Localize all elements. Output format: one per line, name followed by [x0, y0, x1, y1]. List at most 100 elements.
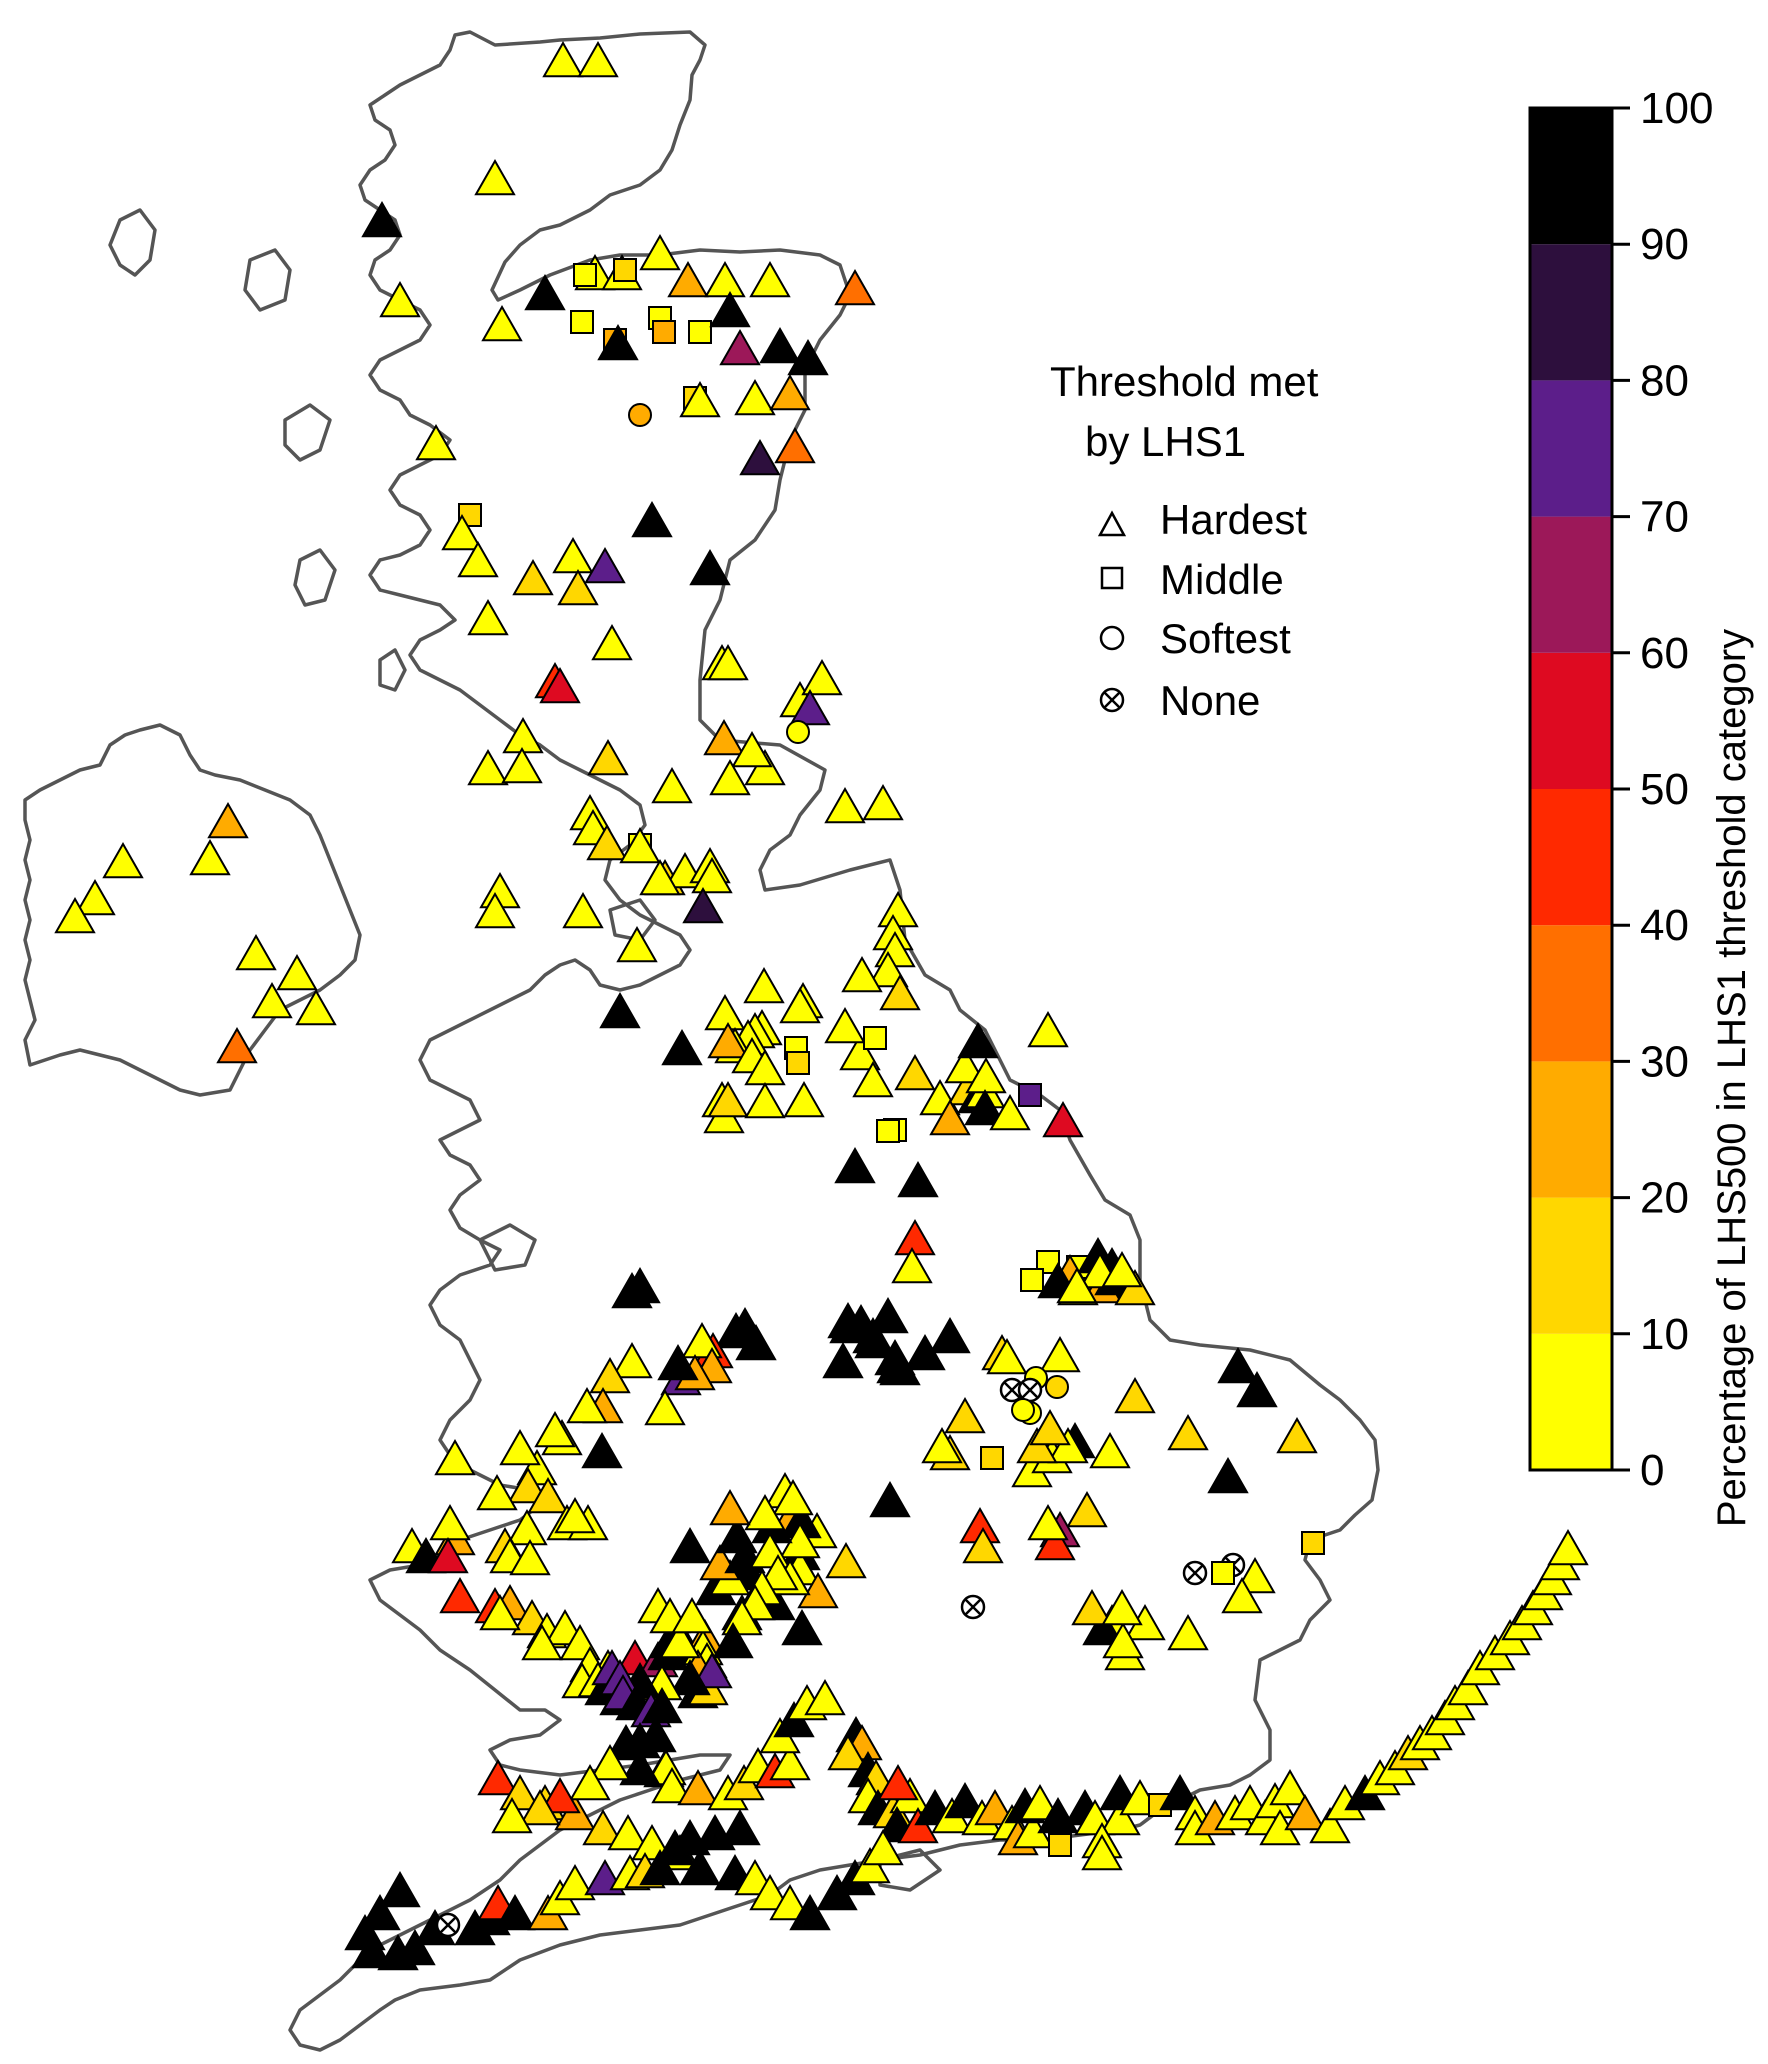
station-triangle-marker [1167, 1613, 1209, 1651]
station-triangle-marker [639, 1848, 681, 1886]
colorbar-bin [1530, 380, 1612, 517]
station-triangle-marker [715, 1311, 757, 1349]
station-triangle-marker [849, 1846, 891, 1884]
station-triangle-marker [691, 856, 733, 894]
station-triangle-marker [904, 1333, 946, 1371]
station-square-marker [980, 1446, 1004, 1470]
station-triangle-marker [379, 1870, 421, 1908]
station-triangle-marker [661, 1028, 703, 1066]
station-triangle-marker [554, 1863, 596, 1901]
station-triangle-marker [641, 1686, 683, 1724]
station-square-marker [573, 263, 597, 287]
colorbar [1528, 106, 1614, 1472]
colorbar-bin [1530, 652, 1612, 789]
station-triangle-marker [781, 1608, 823, 1646]
station-triangle-marker [1099, 1798, 1141, 1836]
station-triangle-marker [707, 1080, 749, 1118]
station-triangle-marker [639, 858, 681, 896]
legend-item-hardest: Hardest [1160, 496, 1307, 543]
station-triangle-marker [434, 1438, 476, 1476]
station-triangle-marker [619, 1748, 661, 1786]
station-triangle-marker [744, 748, 786, 786]
station-triangle-marker [897, 1806, 939, 1844]
station-triangle-marker [569, 1763, 611, 1801]
legend-crossed-circle-icon [1099, 687, 1125, 713]
station-triangle-marker [351, 1931, 393, 1969]
station-triangle-marker [74, 878, 116, 916]
station-triangle-marker [1217, 1346, 1259, 1384]
station-triangle-marker [657, 1343, 699, 1381]
station-triangle-marker [542, 40, 584, 78]
station-triangle-marker [867, 1296, 909, 1334]
station-triangle-marker [554, 1496, 596, 1534]
station-triangle-marker [709, 758, 751, 796]
station-triangle-marker [707, 1021, 749, 1059]
station-triangle-marker [824, 786, 866, 824]
station-triangle-marker [921, 1426, 963, 1464]
colorbar-tick-label: 50 [1640, 765, 1689, 814]
station-triangle-marker [1029, 1408, 1071, 1446]
station-triangle-marker [1447, 1668, 1489, 1706]
station-triangle-marker [557, 568, 599, 606]
colorbar-label: Percentage of LHS500 in LHS1 threshold c… [1710, 629, 1754, 1527]
station-triangle-marker [707, 643, 749, 681]
colorbar-tick-label: 100 [1640, 84, 1713, 133]
station-triangle-marker [1081, 1833, 1123, 1871]
station-square-marker [1301, 1531, 1325, 1555]
station-square-marker [876, 1119, 900, 1143]
station-triangle-marker [582, 1808, 624, 1846]
station-triangle-marker [834, 268, 876, 306]
station-triangle-marker [827, 1733, 869, 1771]
station-square-marker [652, 320, 676, 344]
station-triangle-marker [644, 1388, 686, 1426]
station-triangle-marker [295, 988, 337, 1026]
station-triangle-marker [562, 891, 604, 929]
station-triangle-marker [719, 1808, 761, 1846]
station-triangle-marker [1221, 1576, 1263, 1614]
station-triangle-marker [862, 1828, 904, 1866]
station-triangle-marker [772, 1478, 814, 1516]
station-triangle-marker [822, 1341, 864, 1379]
station-triangle-marker [476, 1473, 518, 1511]
station-triangle-marker [1269, 1768, 1311, 1806]
station-triangle-marker [1071, 1588, 1113, 1626]
station-triangle-marker [467, 598, 509, 636]
station-triangle-marker [759, 326, 801, 364]
station-triangle-marker [599, 991, 641, 1029]
station-square-marker [570, 310, 594, 334]
colorbar-tick-label: 90 [1640, 220, 1689, 269]
station-triangle-marker [394, 1928, 436, 1966]
station-square-marker [1036, 1250, 1060, 1274]
station-triangle-marker [862, 783, 904, 821]
station-triangle-marker [709, 1488, 751, 1526]
station-triangle-marker [102, 841, 144, 879]
station-triangle-marker [804, 1678, 846, 1716]
station-triangle-marker [712, 1621, 754, 1659]
station-triangle-marker [801, 658, 843, 696]
station-triangle-marker [824, 1006, 866, 1044]
station-triangle-marker [744, 1081, 786, 1119]
colorbar-tick-label: 60 [1640, 629, 1689, 678]
station-triangle-marker [783, 1080, 825, 1118]
station-triangle-marker [1101, 1250, 1143, 1288]
station-triangle-marker [521, 1623, 563, 1661]
station-triangle-marker [474, 158, 516, 196]
station-triangle-marker [501, 746, 543, 784]
colorbar-tick-label: 10 [1640, 1310, 1689, 1359]
station-triangle-marker [597, 323, 639, 361]
station-triangle-marker [852, 1060, 894, 1098]
station-triangle-marker [974, 1788, 1016, 1826]
station-triangle-marker [379, 280, 421, 318]
station-triangle-marker [477, 1758, 519, 1796]
station-triangle-marker [735, 1323, 777, 1361]
station-triangle-marker [874, 1338, 916, 1376]
station-triangle-marker [1034, 1523, 1076, 1561]
station-triangle-marker [891, 1246, 933, 1284]
colorbar-bin [1530, 1333, 1612, 1470]
station-triangle-marker [1102, 1621, 1144, 1659]
station-triangle-marker [1284, 1793, 1326, 1831]
station-triangle-marker [631, 500, 673, 538]
station-triangle-marker [659, 1621, 701, 1659]
station-triangle-marker [1047, 1426, 1089, 1464]
colorbar-tick-label: 30 [1640, 1037, 1689, 1086]
